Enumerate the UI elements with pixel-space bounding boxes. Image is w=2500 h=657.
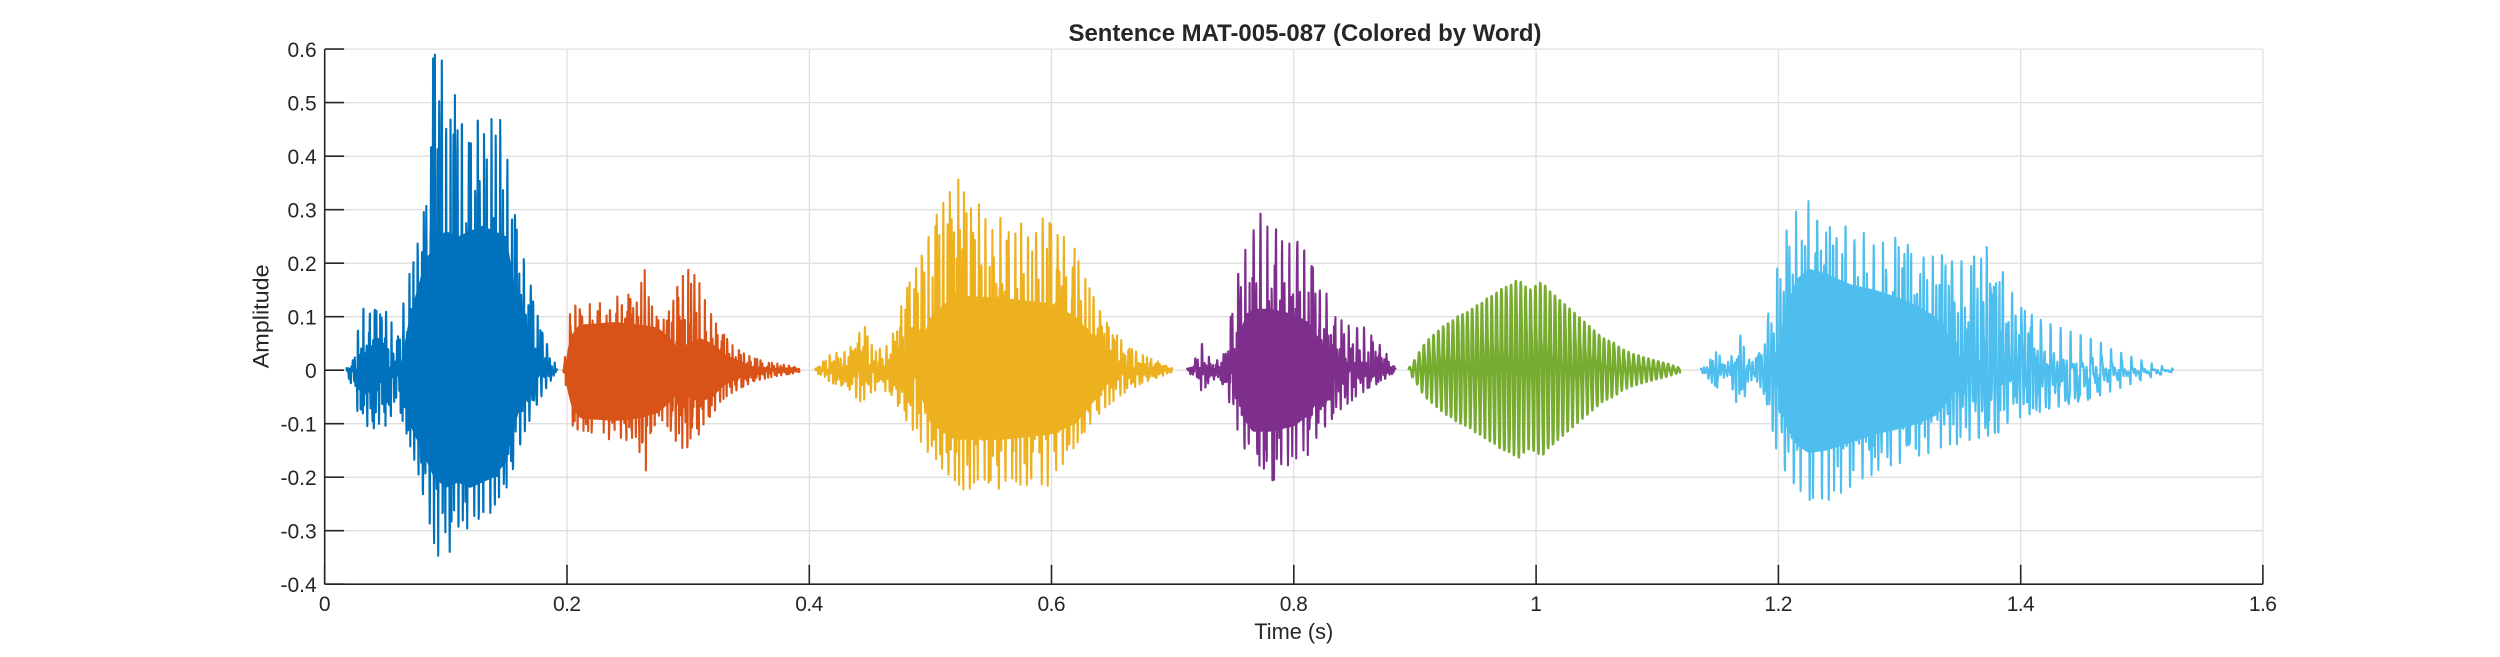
svg-text:-0.3: -0.3	[281, 520, 317, 543]
svg-text:-0.4: -0.4	[281, 574, 318, 597]
svg-text:0.4: 0.4	[795, 593, 823, 616]
svg-text:-0.1: -0.1	[281, 413, 317, 436]
svg-text:0.5: 0.5	[287, 92, 316, 115]
svg-text:1.6: 1.6	[2249, 593, 2277, 616]
svg-text:0.6: 0.6	[287, 39, 316, 62]
svg-text:Amplitude: Amplitude	[249, 264, 274, 368]
svg-text:1.2: 1.2	[1764, 593, 1792, 616]
svg-text:0: 0	[305, 360, 317, 383]
svg-text:0.1: 0.1	[287, 306, 316, 329]
svg-text:0.2: 0.2	[553, 593, 581, 616]
svg-text:Sentence MAT-005-087 (Colored: Sentence MAT-005-087 (Colored by Word)	[1069, 21, 1542, 47]
svg-text:1.4: 1.4	[2007, 593, 2035, 616]
svg-text:1: 1	[1530, 593, 1542, 616]
svg-text:0.2: 0.2	[287, 253, 316, 276]
svg-text:0: 0	[319, 593, 331, 616]
svg-text:0.3: 0.3	[287, 199, 316, 222]
svg-text:0.6: 0.6	[1038, 593, 1066, 616]
svg-text:Time (s): Time (s)	[1254, 619, 1333, 644]
svg-text:-0.2: -0.2	[281, 467, 317, 490]
svg-text:0.8: 0.8	[1280, 593, 1308, 616]
svg-text:0.4: 0.4	[287, 146, 317, 169]
